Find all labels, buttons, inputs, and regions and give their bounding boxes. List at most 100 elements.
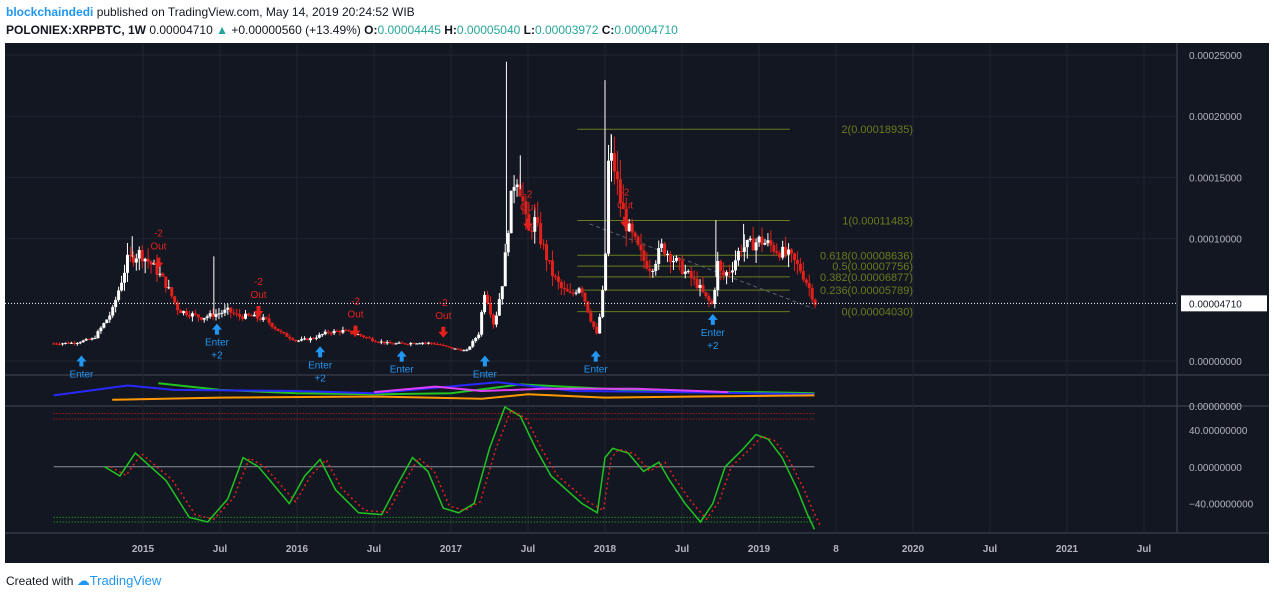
- candle-body: [462, 350, 466, 352]
- candle-body: [618, 179, 622, 203]
- tradingview-brand[interactable]: TradingView: [89, 573, 162, 588]
- candle-body: [468, 346, 472, 350]
- candle-body: [813, 299, 817, 305]
- y-tick-label: 0.00015000: [1189, 173, 1242, 184]
- x-tick-label: 2018: [594, 544, 617, 555]
- candle-body: [84, 339, 88, 341]
- candle-body: [323, 331, 327, 335]
- symbol-name[interactable]: POLONIEX:XRPBTC, 1W: [6, 23, 147, 37]
- candle-body: [760, 236, 764, 245]
- candle-body: [288, 336, 292, 339]
- candle-body: [120, 282, 124, 291]
- candle-body: [574, 292, 578, 294]
- candle-body: [161, 273, 165, 277]
- candle-body: [795, 260, 799, 264]
- candle-body: [775, 251, 779, 254]
- candle-body: [604, 253, 608, 291]
- entry-signal-label: Enter: [205, 338, 230, 349]
- fib-trend-line: [589, 223, 814, 309]
- y-tick-label: 0.00020000: [1189, 112, 1242, 123]
- entry-signal-label: Enter: [308, 360, 333, 371]
- entry-arrow-icon: [396, 350, 407, 362]
- candle-body: [680, 260, 684, 274]
- candle-body: [58, 343, 62, 345]
- candle-body: [415, 343, 419, 345]
- candle-body: [140, 249, 144, 262]
- exit-signal-label: Out: [617, 201, 633, 212]
- candle-body: [362, 335, 366, 338]
- candle-body: [370, 338, 374, 342]
- candle-body: [320, 334, 324, 336]
- candle-body: [96, 331, 100, 339]
- candle-body: [176, 302, 180, 311]
- y-tick-label: 0.00000000: [1189, 402, 1242, 413]
- candle-body: [719, 261, 723, 271]
- candle-body: [406, 344, 410, 346]
- candle-body: [99, 327, 103, 332]
- candle-body: [731, 270, 735, 273]
- candle-body: [627, 223, 631, 232]
- author-link[interactable]: blockchaindedi: [6, 5, 94, 19]
- high-value: 0.00005040: [456, 23, 521, 37]
- candle-body: [173, 296, 177, 303]
- chart-canvas[interactable]: 2015 Jul 2016 Jul 2017 Jul 2018 Jul 2019 8 2020 Jul…: [5, 43, 1269, 563]
- candle-body: [87, 339, 91, 341]
- exit-arrow-icon: [438, 326, 449, 338]
- candle-body: [367, 337, 371, 339]
- tradingview-logo-icon[interactable]: ☁: [76, 573, 90, 588]
- entry-signal-label: Enter: [701, 328, 726, 339]
- candle-body: [592, 321, 596, 327]
- exit-signal-label: Out: [435, 311, 451, 322]
- candle-body: [654, 263, 658, 271]
- candle-body: [477, 334, 481, 338]
- candle-body: [158, 273, 162, 275]
- candle-body: [639, 244, 643, 251]
- candle-body: [742, 247, 746, 253]
- candle-body: [533, 217, 537, 232]
- candle-body: [291, 338, 295, 341]
- candle-body: [90, 338, 94, 340]
- candle-body: [550, 260, 554, 277]
- candle-body: [229, 307, 233, 313]
- oscillator-signal-line: [110, 408, 822, 527]
- candle-body: [190, 313, 194, 317]
- candle-body: [199, 317, 203, 320]
- candle-body: [297, 340, 301, 342]
- candle-body: [480, 312, 484, 335]
- candle-body: [294, 340, 298, 342]
- candle-body: [689, 271, 693, 279]
- candle-body: [270, 322, 274, 327]
- candle-body: [583, 292, 587, 302]
- candle-body: [669, 253, 673, 263]
- entry-arrow-icon: [211, 323, 222, 335]
- candle-body: [500, 286, 504, 300]
- candle-body: [509, 190, 513, 234]
- candle-body: [677, 258, 681, 261]
- candle-body: [232, 312, 236, 314]
- candle-body: [459, 349, 463, 351]
- candle-body: [474, 337, 478, 341]
- candle-body: [792, 253, 796, 261]
- candle-body: [536, 217, 540, 224]
- candle-body: [123, 272, 127, 283]
- exit-signal-label: -2: [351, 297, 360, 308]
- candle-body: [55, 343, 59, 345]
- candle-body: [108, 315, 112, 320]
- candle-body: [453, 348, 457, 350]
- candle-body: [586, 301, 590, 313]
- candle-body: [524, 201, 528, 215]
- candle-body: [503, 252, 507, 287]
- candle-body: [435, 344, 439, 346]
- candle-body: [105, 319, 109, 324]
- x-tick-label: 2020: [902, 544, 925, 555]
- y-tick-label: 0.00025000: [1189, 51, 1242, 62]
- candle-body: [117, 290, 121, 300]
- candle-body: [267, 318, 271, 323]
- candle-body: [671, 260, 675, 263]
- candle-body: [612, 153, 616, 172]
- candle-body: [258, 318, 262, 320]
- candle-body: [636, 236, 640, 245]
- entry-signal-label: +2: [211, 351, 223, 362]
- candle-body: [246, 313, 250, 316]
- candle-body: [149, 261, 153, 265]
